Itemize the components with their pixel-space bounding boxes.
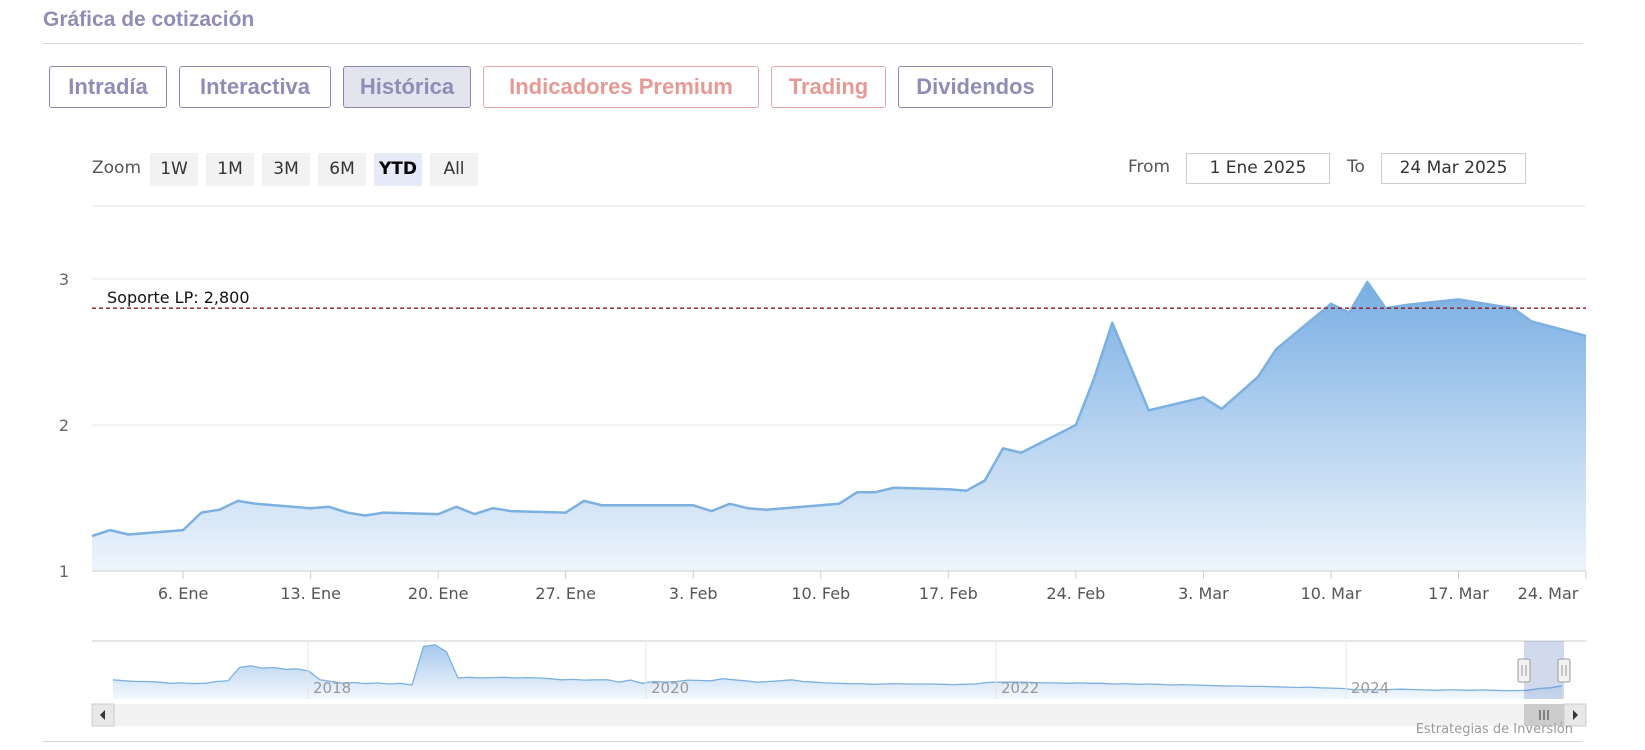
x-tick-label: 24. Feb [1046,584,1105,603]
navigator-year-label: 2020 [651,679,689,697]
y-tick-label: 1 [59,562,69,581]
x-tick-label: 3. Mar [1178,584,1229,603]
zoom-1w-button[interactable]: 1W [150,153,198,186]
x-tick-label: 20. Ene [408,584,469,603]
price-line [91,280,1587,538]
zoom-1m-button[interactable]: 1M [206,153,254,186]
y-tick-label: 3 [59,270,69,289]
zoom-label: Zoom [92,158,142,178]
tab-interactiva[interactable]: Interactiva [179,66,331,108]
bottom-divider [43,741,1583,742]
to-label: To [1347,157,1365,177]
title-divider [43,43,1583,44]
navigator-handle[interactable] [1557,658,1571,683]
navigator-handle[interactable] [1517,658,1531,683]
price-area-fill [92,281,1586,571]
zoom-ytd-button[interactable]: YTD [374,153,422,186]
x-tick-label: 24. Mar [1518,584,1579,603]
zoom-6m-button[interactable]: 6M [318,153,366,186]
x-tick-label: 10. Mar [1301,584,1362,603]
tab-trading[interactable]: Trading [771,66,886,108]
x-tick-label: 27. Ene [535,584,596,603]
scroll-left-button[interactable] [91,703,115,727]
x-tick-label: 13. Ene [280,584,341,603]
tab-indicadores-premium[interactable]: Indicadores Premium [483,66,759,108]
navigator-line [112,644,1563,692]
navigator-selection[interactable] [1524,641,1564,699]
to-date-input[interactable]: 24 Mar 2025 [1381,153,1526,184]
zoom-3m-button[interactable]: 3M [262,153,310,186]
x-tick-label: 6. Ene [158,584,208,603]
chart-credit: Estrategias de Inversión [1415,722,1573,737]
section-title: Gráfica de cotización [43,8,255,31]
x-tick-label: 10. Feb [791,584,850,603]
tab-intradia[interactable]: Intradía [49,66,167,108]
from-label: From [1128,157,1171,177]
support-line-label: Soporte LP: 2,800 [107,288,250,307]
tab-historica[interactable]: Histórica [343,66,471,108]
scrollbar-track[interactable] [92,704,1586,726]
x-tick-label: 17. Mar [1428,584,1489,603]
y-tick-label: 2 [59,416,69,435]
tab-dividendos[interactable]: Dividendos [898,66,1053,108]
navigator-area [113,644,1562,699]
zoom-all-button[interactable]: All [430,153,478,186]
x-tick-label: 17. Feb [919,584,978,603]
navigator-year-label: 2024 [1351,679,1389,697]
navigator-year-label: 2018 [313,679,351,697]
navigator-year-label: 2022 [1001,679,1039,697]
from-date-input[interactable]: 1 Ene 2025 [1186,153,1330,184]
x-tick-label: 3. Feb [669,584,718,603]
